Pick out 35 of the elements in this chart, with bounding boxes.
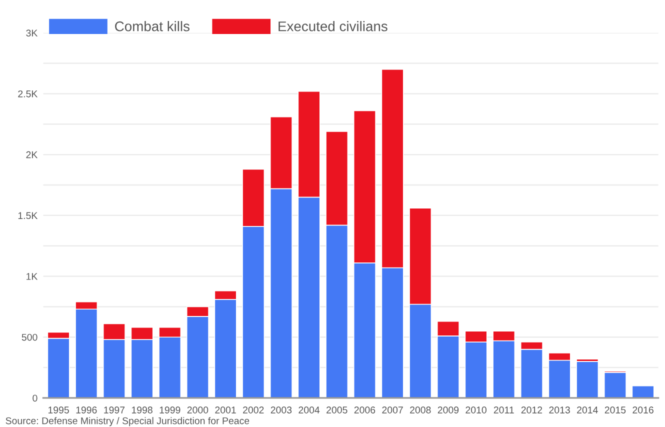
legend-label: Combat kills bbox=[115, 21, 190, 32]
x-tick-label: 2004 bbox=[298, 406, 320, 414]
bar bbox=[576, 361, 599, 398]
x-tick-label: 2001 bbox=[215, 406, 236, 414]
x-tick-label: 2006 bbox=[354, 406, 376, 414]
x-tick-label: 2011 bbox=[494, 406, 514, 414]
x-tick-label: 2008 bbox=[410, 406, 431, 414]
x-tick-label: 2012 bbox=[521, 406, 542, 414]
y-tick-label: 3K bbox=[26, 30, 38, 36]
x-tick-label: 2014 bbox=[577, 406, 598, 414]
x-tick-label: 2007 bbox=[382, 406, 403, 414]
x-tick-label: 1997 bbox=[104, 406, 125, 414]
x-tick-label: 2002 bbox=[243, 406, 264, 414]
x-tick-label: 2000 bbox=[187, 406, 208, 414]
y-tick-label: 1.5K bbox=[18, 212, 38, 220]
y-tick-label: 500 bbox=[22, 334, 38, 341]
x-tick-label: 2010 bbox=[466, 406, 486, 414]
bar bbox=[632, 385, 654, 398]
legend-label: Executed civilians bbox=[278, 21, 388, 32]
x-tick-label: 1999 bbox=[160, 406, 180, 414]
bar bbox=[604, 372, 626, 398]
y-tick-label: 0 bbox=[32, 394, 38, 402]
x-tick-label: 2005 bbox=[326, 406, 348, 414]
x-tick-label: 1998 bbox=[132, 406, 152, 414]
x-tick-label: 2009 bbox=[438, 406, 459, 414]
source-note: Source: Defense Ministry / Special Jurisdiction for Peace bbox=[6, 417, 250, 426]
x-tick-label: 2016 bbox=[632, 406, 654, 414]
x-tick-label: 2003 bbox=[270, 406, 292, 414]
x-tick-label: 1995 bbox=[48, 406, 69, 414]
y-tick-label: 1K bbox=[26, 273, 38, 280]
x-tick-label: 2013 bbox=[549, 406, 570, 414]
y-tick-label: 2.5K bbox=[18, 90, 38, 98]
y-tick-label: 2K bbox=[26, 151, 38, 158]
x-tick-label: 2015 bbox=[604, 406, 626, 414]
x-tick-label: 1996 bbox=[76, 406, 97, 414]
